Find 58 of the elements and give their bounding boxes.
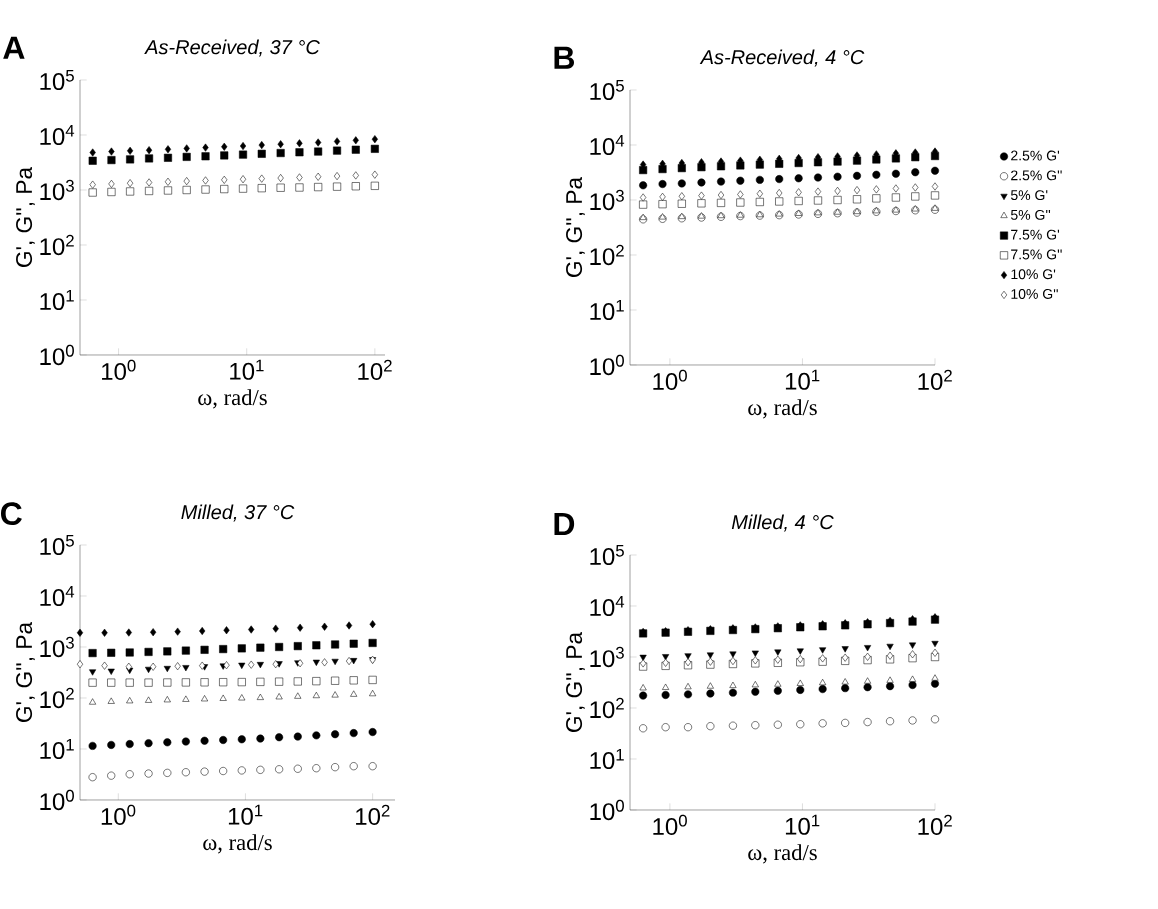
x-tick-label: 10$^{2}$ [918, 814, 952, 836]
legend-label: 2.5% G' [1011, 150, 1060, 161]
y-tick-label: 10$^{1}$ [40, 738, 74, 760]
y-tick-label: 10$^{3}$ [40, 636, 74, 658]
chart-title: As-Received, 37 °C [144, 39, 320, 57]
x-tick-label: 10$^{2}$ [918, 369, 952, 391]
text: A [3, 36, 25, 59]
y-axis-title: G', G'', Pa [16, 621, 35, 722]
x-axis-title: ω, rad/s [203, 834, 272, 854]
y-axis-title: G', G'', Pa [566, 631, 585, 732]
y-tick-label: 10$^{4}$ [590, 134, 625, 156]
y-tick-label: 10$^{3}$ [40, 179, 74, 201]
x-axis-title: ω, rad/s [198, 389, 267, 409]
x-tick-label: 10$^{1}$ [230, 359, 264, 380]
y-tick-label: 10$^{5}$ [40, 534, 74, 556]
chart-title: As-Received, 4 °C [699, 49, 865, 67]
y-tick-label: 10$^{3}$ [590, 646, 624, 668]
y-tick-label: 10$^{2}$ [590, 244, 624, 266]
x-tick-label: 10$^{0}$ [653, 814, 687, 836]
y-tick-label: 10$^{4}$ [40, 585, 75, 607]
legend-label: 7.5% G' [1011, 229, 1060, 240]
x-tick-label: 10$^{1}$ [785, 369, 820, 390]
chart-title: Milled, 4 °C [731, 514, 834, 532]
x-tick-label: 10$^{0}$ [101, 804, 136, 826]
x-tick-label: 10$^{2}$ [358, 359, 392, 381]
text: C [0, 502, 22, 525]
y-tick-label: 10$^{2}$ [590, 697, 624, 719]
x-tick-label: 10$^{2}$ [356, 804, 390, 826]
x-tick-label: 10$^{0}$ [653, 369, 687, 391]
y-tick-label: 10$^{1}$ [590, 299, 624, 321]
legend-label: 10% G' [1011, 269, 1056, 280]
text: B [554, 46, 574, 69]
x-tick-label: 10$^{1}$ [228, 804, 263, 825]
y-tick-label: 10$^{5}$ [590, 544, 624, 566]
y-tick-label: 10$^{3}$ [590, 189, 624, 211]
legend-label: 5% G'' [1010, 209, 1051, 220]
y-axis-title: G', G'', Pa [16, 166, 35, 267]
legend-label: 7.5% G'' [1011, 249, 1062, 260]
y-tick-label: 10$^{1}$ [590, 748, 624, 770]
text: D [554, 512, 575, 535]
y-axis-title: G', G'', Pa [566, 176, 585, 277]
y-tick-label: 10$^{1}$ [40, 289, 74, 311]
y-tick-label: 10$^{2}$ [40, 687, 74, 709]
y-tick-label: 10$^{4}$ [40, 124, 75, 146]
y-tick-label: 10$^{0}$ [40, 789, 74, 811]
y-tick-label: 10$^{2}$ [40, 234, 74, 256]
y-tick-label: 10$^{4}$ [590, 595, 625, 617]
x-axis-title: ω, rad/s [748, 844, 817, 864]
y-tick-label: 10$^{0}$ [40, 344, 74, 366]
legend-label: 5% G' [1010, 190, 1048, 201]
legend-label: 10% G'' [1011, 289, 1058, 299]
legend-label: 2.5% G'' [1011, 170, 1062, 181]
y-tick-label: 10$^{5}$ [40, 69, 74, 91]
x-tick-label: 10$^{1}$ [785, 814, 820, 835]
chart-title: Milled, 37 °C [181, 504, 295, 522]
y-tick-label: 10$^{5}$ [590, 79, 624, 101]
x-tick-label: 10$^{0}$ [102, 359, 136, 381]
x-axis-title: ω, rad/s [748, 399, 817, 419]
